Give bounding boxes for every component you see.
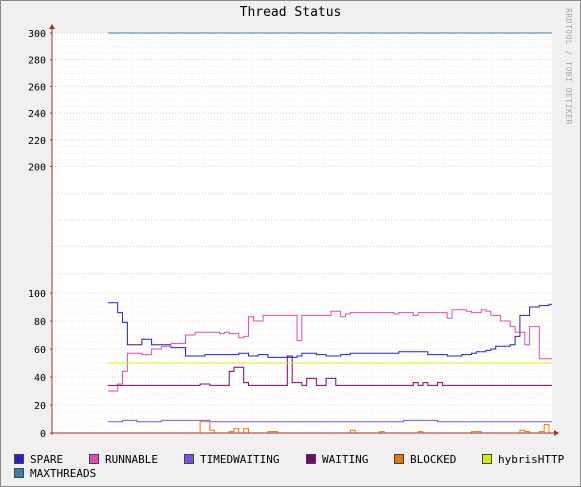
grid-lines (52, 32, 552, 434)
legend-item-spare: SPARE (14, 452, 63, 466)
legend-item-hybrishttp: hybrisHTTP (482, 452, 564, 466)
y-tick-label: 220 (28, 136, 46, 147)
y-axis: 0 20 40 60 80 100 200 220 240 260 280 300 (28, 29, 52, 440)
y-tick-label: 260 (28, 82, 46, 93)
legend-label: BLOCKED (410, 452, 457, 466)
legend-item-runnable: RUNNABLE (89, 452, 158, 466)
series-line-waiting (108, 355, 552, 386)
y-tick-label: 240 (28, 109, 46, 120)
legend-item-waiting: WAITING (306, 452, 368, 466)
legend-swatch (306, 454, 316, 464)
y-tick-label: 60 (34, 345, 46, 356)
y-tick-label: 100 (28, 289, 46, 300)
chart-title: Thread Status (239, 5, 342, 20)
series-line-spare (108, 302, 552, 358)
legend-label: SPARE (30, 452, 64, 466)
legend-swatch (14, 454, 24, 464)
legend-label: hybrisHTTP (498, 452, 565, 466)
legend-label: WAITING (322, 452, 369, 466)
y-tick-label: 40 (34, 373, 46, 384)
legend-label: TIMEDWAITING (200, 452, 280, 466)
legend-swatch (482, 454, 492, 464)
series-line-timedwaiting (108, 419, 552, 423)
legend-label: MAXTHREADS (30, 466, 97, 480)
x-axis-arrow (554, 430, 559, 436)
rrdtool-watermark: RRDTOOL / TOBI OETIKER (564, 8, 573, 125)
y-tick-label: 80 (34, 317, 46, 328)
legend-swatch (394, 454, 404, 464)
legend-swatch (184, 454, 194, 464)
legend-item-timedwaiting: TIMEDWAITING (184, 452, 279, 466)
y-tick-label: 20 (34, 401, 46, 412)
legend-swatch (89, 454, 99, 464)
legend-item-maxthreads: MAXTHREADS (14, 466, 96, 480)
y-tick-label: 280 (28, 56, 46, 67)
y-tick-label: 0 (40, 429, 46, 440)
legend-label: RUNNABLE (105, 452, 158, 466)
series-line-runnable (108, 309, 552, 392)
y-tick-label: 300 (28, 29, 46, 40)
legend-swatch (14, 468, 24, 478)
legend-item-blocked: BLOCKED (394, 452, 456, 466)
y-tick-label: 200 (28, 163, 46, 174)
y-axis-arrow (49, 24, 55, 29)
axes (49, 24, 559, 436)
